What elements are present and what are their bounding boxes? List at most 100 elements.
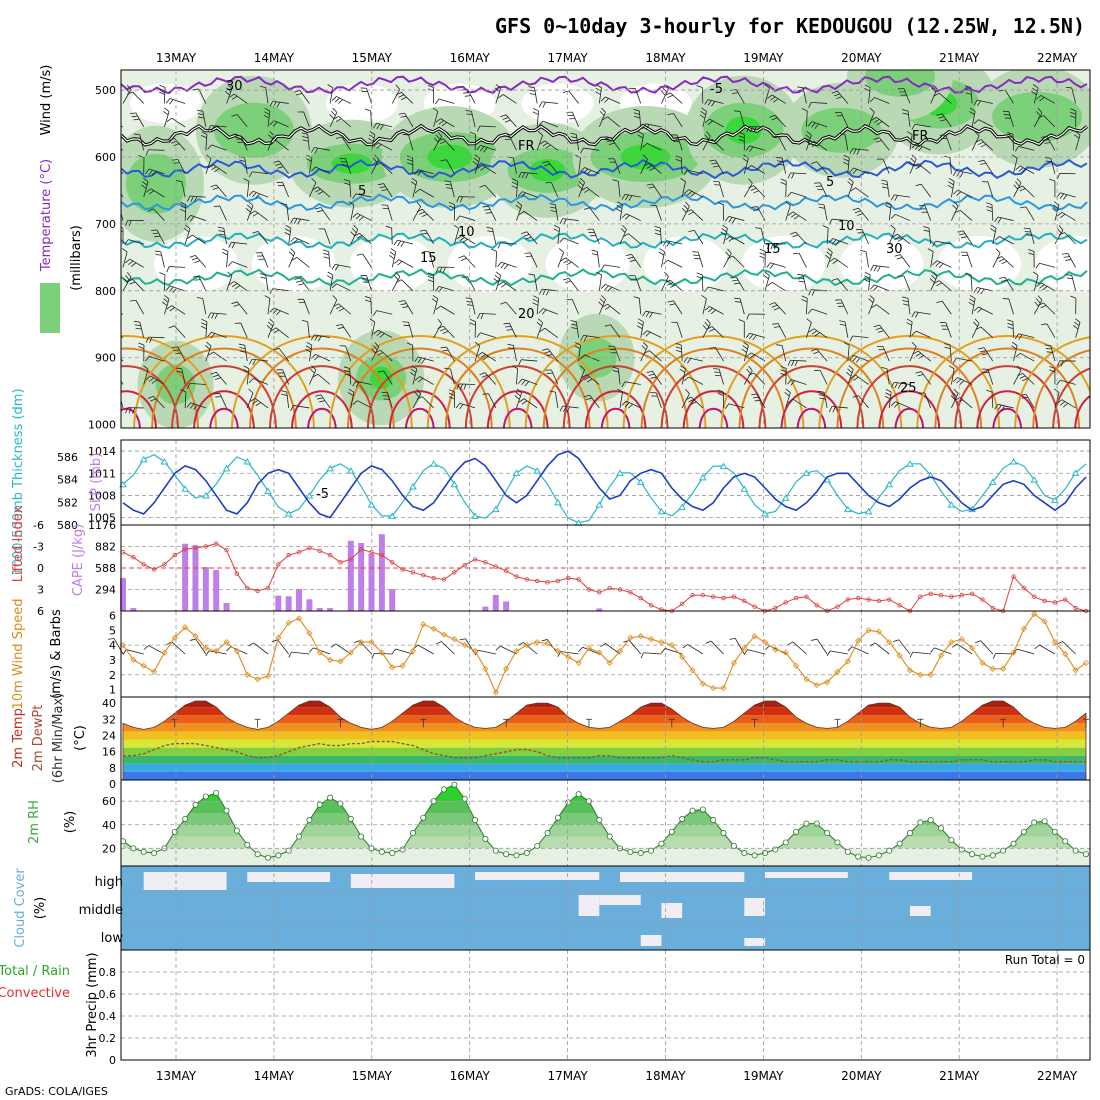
wind-barb (171, 117, 186, 128)
wind-barb-flag (490, 248, 497, 252)
surface-isotherm (600, 407, 631, 428)
wind-barb-flag (774, 243, 778, 250)
temp-tick: 40 (102, 697, 116, 710)
wind-barb-flag (330, 643, 337, 648)
rh2m-marker (399, 846, 406, 853)
wind-barb-flag (722, 224, 728, 229)
wind-barb-flag (294, 277, 301, 280)
wind-barb-flag (113, 205, 119, 206)
wind-barb (371, 159, 380, 174)
wind-barb-flag (885, 205, 891, 209)
wind-barb-flag (142, 181, 148, 186)
wind-barb-flag (264, 295, 271, 299)
wind-barb-flag (122, 248, 128, 253)
wind-barb-flag (267, 321, 273, 327)
wind-speed-marker (192, 633, 199, 640)
wind-barb-flag (477, 352, 483, 357)
wind-barb (865, 251, 869, 268)
wind-barb-flag (500, 301, 507, 305)
rh2m-marker (1083, 851, 1090, 858)
wind-barb-flag (414, 392, 420, 398)
wind-barb-flag (688, 230, 695, 232)
wind-barb-flag (807, 121, 813, 127)
wind-barb-flag (560, 257, 567, 262)
thickness-marker (222, 464, 231, 472)
wind-barb (265, 87, 269, 104)
wind-barb-flag (272, 121, 278, 127)
wind-barb-flag (231, 301, 238, 305)
wind-barb-flag (559, 218, 564, 225)
wind-barb-flag (259, 85, 266, 89)
wind-barb-flag (474, 341, 480, 347)
wind-barb (132, 91, 144, 104)
wind-barb-flag (780, 369, 787, 373)
wind-barb (122, 89, 132, 104)
date-label-bottom: 18MAY (645, 1069, 686, 1083)
wind-tick: 6 (109, 609, 116, 622)
wind-barb-flag (818, 203, 825, 206)
wind-barb-flag (227, 271, 233, 277)
wind-barb (596, 251, 600, 268)
wind-barb (541, 101, 558, 104)
wind-barb-flag (315, 207, 322, 210)
wind-barb-flag (417, 170, 422, 176)
wind-barb-flag (134, 324, 141, 326)
wind-barb-flag (773, 326, 780, 328)
isotherm-label: 30 (226, 79, 243, 94)
wind-barb-flag (128, 407, 132, 414)
wind-barb-flag (944, 343, 951, 346)
wind-barb (1075, 322, 1081, 338)
thickness-marker (284, 510, 293, 517)
rh2m-marker (865, 854, 872, 861)
wind-barb-flag (650, 376, 657, 379)
wind-barb-flag (807, 308, 813, 314)
wind-barb-flag (728, 237, 734, 242)
wind-speed-marker (327, 656, 334, 663)
wind-barb-flag (902, 303, 909, 306)
wind-barb-flag (500, 114, 507, 118)
wind-barb-flag (734, 110, 741, 112)
wind-barb-flag (353, 224, 359, 230)
wind-barb-flag (732, 279, 739, 282)
wind-barb-flag (797, 277, 804, 280)
wind-barb-flag (896, 257, 903, 260)
wind-barb (1062, 641, 1076, 655)
temp-plot (122, 700, 1089, 780)
wind-barb-flag (141, 184, 147, 189)
rh2m-marker (151, 850, 158, 857)
wind-barb-flag (688, 399, 694, 403)
wind-barb (329, 299, 338, 315)
wind-barb-flag (259, 273, 266, 276)
wind-barb (371, 321, 376, 338)
lifted-index-marker (348, 557, 354, 562)
surface-isotherm (269, 365, 375, 428)
wind-barb (743, 158, 749, 174)
wind-barb (771, 94, 786, 104)
wind-barb-flag (642, 123, 647, 130)
isotherm-5 (121, 158, 1088, 180)
wind-barb (571, 299, 579, 315)
rh2m-marker (482, 835, 489, 842)
wind-barb (823, 392, 828, 409)
wind-speed-marker (689, 667, 696, 674)
wind-barb-flag (439, 267, 443, 273)
wind-barb (438, 286, 455, 292)
wind-barb (649, 162, 662, 175)
wind-speed-marker (824, 679, 831, 686)
wind-barb (210, 312, 227, 315)
wind-barb-flag (1017, 185, 1023, 189)
wind-barb-flag (355, 214, 361, 220)
wind-barb (501, 261, 517, 268)
rh2m-marker (751, 852, 758, 859)
wind-barb-flag (348, 201, 355, 206)
wind-barb-flag (814, 123, 819, 129)
wind-barb-flag (344, 182, 351, 186)
wind-barb-flag (598, 301, 604, 307)
wind-barb (1046, 323, 1056, 338)
wind-barb (345, 158, 352, 174)
wind-barb-flag (773, 98, 779, 103)
wind-barb-flag (1020, 206, 1027, 209)
lifted-index-marker (483, 560, 488, 565)
wind-barb (688, 189, 704, 198)
